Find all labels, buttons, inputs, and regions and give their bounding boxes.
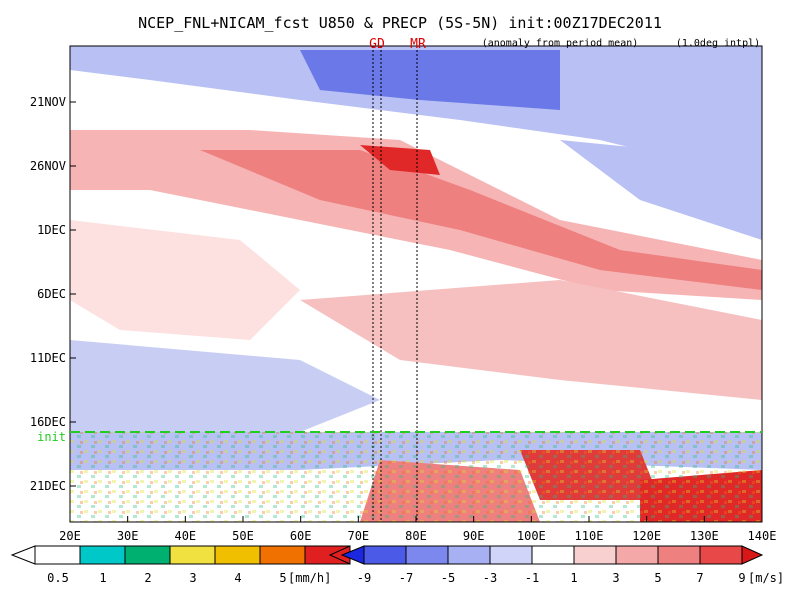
colorbar-label: -1	[525, 571, 539, 585]
y-tick-label: 26NOV	[30, 159, 66, 173]
x-tick-label: 80E	[405, 529, 427, 543]
colorbar-unit: [mm/h]	[288, 571, 331, 585]
x-tick-label: 20E	[59, 529, 81, 543]
colorbar-cell	[615, 545, 659, 565]
x-tick-label: 100E	[517, 529, 546, 543]
marker-label: MR	[410, 37, 426, 52]
colorbar-label: 3	[612, 571, 619, 585]
y-tick-label: 1DEC	[37, 223, 66, 237]
colorbar-label: 5	[279, 571, 286, 585]
x-tick-label: 30E	[117, 529, 139, 543]
colorbar-label: 2	[144, 571, 151, 585]
colorbar-label: -5	[441, 571, 455, 585]
note: (anomaly from period mean)	[482, 38, 639, 49]
y-tick-label: 21DEC	[30, 479, 66, 493]
x-tick-label: 70E	[347, 529, 369, 543]
title: NCEP_FNL+NICAM_fcst U850 & PRECP (5S-5N)…	[138, 14, 662, 32]
colorbar-cell	[531, 545, 575, 565]
colorbar-label: -3	[483, 571, 497, 585]
x-tick-label: 50E	[232, 529, 254, 543]
note: (1.0deg intpl)	[676, 38, 760, 49]
colorbar-label: -7	[399, 571, 413, 585]
colorbar-cell	[363, 545, 407, 565]
colorbar-cell	[657, 545, 701, 565]
colorbar-cell	[489, 545, 533, 565]
marker-label: GD	[369, 37, 385, 52]
colorbar-end	[741, 545, 764, 565]
colorbar-cell	[79, 545, 126, 565]
colorbar-label: -9	[357, 571, 371, 585]
colorbar-cell	[34, 545, 81, 565]
y-tick-label: 11DEC	[30, 351, 66, 365]
x-tick-label: 110E	[575, 529, 604, 543]
colorbar-cell	[699, 545, 743, 565]
colorbar-cell	[573, 545, 617, 565]
x-tick-label: 130E	[690, 529, 719, 543]
init-label: init	[37, 430, 66, 444]
colorbar-cell	[124, 545, 171, 565]
x-tick-label: 40E	[174, 529, 196, 543]
field	[70, 46, 762, 522]
colorbar-label: 0.5	[47, 571, 69, 585]
y-tick-label: 21NOV	[30, 95, 66, 109]
colorbar-unit: [m/s]	[748, 571, 784, 585]
colorbar-label: 9	[738, 571, 745, 585]
colorbar-label: 5	[654, 571, 661, 585]
x-tick-label: 90E	[463, 529, 485, 543]
colorbar-cell	[214, 545, 261, 565]
colorbar-end	[10, 545, 36, 565]
colorbar-label: 3	[189, 571, 196, 585]
y-tick-label: 6DEC	[37, 287, 66, 301]
colorbar-cell	[259, 545, 306, 565]
x-tick-label: 120E	[632, 529, 661, 543]
colorbar-cell	[405, 545, 449, 565]
x-tick-label: 140E	[748, 529, 777, 543]
colorbar-cell	[447, 545, 491, 565]
y-tick-label: 16DEC	[30, 415, 66, 429]
colorbar-label: 4	[234, 571, 241, 585]
x-tick-label: 60E	[290, 529, 312, 543]
colorbar-label: 1	[570, 571, 577, 585]
colorbar-label: 7	[696, 571, 703, 585]
colorbar-label: 1	[99, 571, 106, 585]
colorbar-cell	[169, 545, 216, 565]
